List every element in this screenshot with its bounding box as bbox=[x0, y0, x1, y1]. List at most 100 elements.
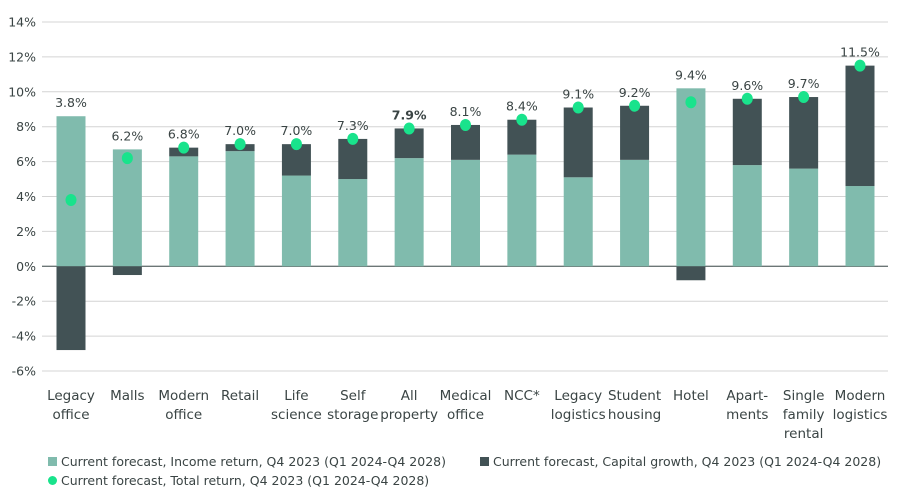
legend-capital: Current forecast, Capital growth, Q4 202… bbox=[480, 454, 881, 469]
x-tick-label: Hotel bbox=[673, 388, 709, 404]
legend-label-total: Current forecast, Total return, Q4 2023 … bbox=[61, 473, 430, 488]
total-return-point bbox=[798, 91, 810, 104]
x-tick-label: Modern bbox=[835, 388, 886, 404]
total-return-point bbox=[854, 59, 866, 72]
bar-income bbox=[56, 116, 86, 267]
total-return-point bbox=[460, 118, 471, 131]
y-tick-label: 6% bbox=[16, 154, 36, 169]
data-label: 8.1% bbox=[450, 104, 482, 119]
total-return-point bbox=[290, 138, 302, 151]
x-tick-label: Student bbox=[608, 388, 661, 404]
bar-income bbox=[338, 179, 368, 267]
y-tick-label: 8% bbox=[16, 119, 36, 134]
legend-income: Current forecast, Income return, Q4 2023… bbox=[48, 454, 446, 469]
total-return-point bbox=[65, 193, 77, 206]
bar-capital bbox=[676, 266, 706, 281]
legend-swatch-income bbox=[48, 457, 57, 466]
data-label: 6.2% bbox=[111, 128, 143, 143]
y-tick-label: 4% bbox=[16, 189, 36, 204]
bar-income bbox=[563, 177, 593, 267]
bar-income bbox=[112, 149, 142, 267]
bar-income bbox=[789, 168, 819, 267]
x-tick-label: logistics bbox=[551, 407, 606, 423]
x-tick-label: Malls bbox=[110, 388, 144, 404]
bar-income bbox=[451, 159, 480, 267]
legend-total: Current forecast, Total return, Q4 2023 … bbox=[48, 473, 429, 488]
bar-income bbox=[225, 151, 255, 267]
x-tick-label: rental bbox=[784, 426, 823, 442]
data-label: 11.5% bbox=[840, 45, 880, 60]
x-tick-label: science bbox=[271, 407, 322, 423]
data-label: 9.7% bbox=[788, 76, 820, 91]
legend-label-income: Current forecast, Income return, Q4 2023… bbox=[61, 454, 446, 469]
bar-income bbox=[394, 158, 424, 267]
x-tick-label: property bbox=[380, 407, 438, 423]
x-tick-label: All bbox=[401, 388, 418, 404]
total-return-point bbox=[403, 122, 415, 135]
data-label: 9.6% bbox=[731, 78, 763, 93]
y-tick-label: 10% bbox=[8, 84, 36, 99]
x-tick-label: office bbox=[447, 407, 484, 423]
data-label: 7.3% bbox=[337, 118, 369, 133]
total-return-point bbox=[516, 113, 528, 126]
data-label: 8.4% bbox=[506, 99, 538, 114]
total-return-point bbox=[178, 141, 190, 154]
bar-income bbox=[676, 88, 706, 267]
y-tick-label: -6% bbox=[12, 364, 36, 379]
bar-capital bbox=[112, 266, 142, 276]
x-tick-label: office bbox=[52, 407, 89, 423]
bar-income bbox=[169, 156, 199, 267]
data-label: 9.2% bbox=[619, 85, 651, 100]
x-tick-label: Single bbox=[783, 388, 825, 404]
bar-income bbox=[281, 175, 311, 267]
y-tick-label: -2% bbox=[12, 294, 36, 309]
bar-capital bbox=[563, 107, 593, 178]
data-label: 3.8% bbox=[55, 95, 87, 110]
legend-label-capital: Current forecast, Capital growth, Q4 202… bbox=[493, 454, 882, 469]
total-return-point bbox=[234, 138, 246, 151]
x-tick-label: Apart- bbox=[726, 388, 768, 404]
x-tick-label: office bbox=[165, 407, 202, 423]
bar-income bbox=[507, 154, 537, 267]
x-tick-label: logistics bbox=[833, 407, 888, 423]
bar-capital bbox=[845, 65, 875, 187]
data-label: 9.4% bbox=[675, 67, 707, 82]
total-return-point bbox=[572, 101, 584, 114]
x-tick-label: Modern bbox=[158, 388, 209, 404]
bar-capital bbox=[620, 105, 650, 160]
x-tick-label: Self bbox=[340, 388, 367, 404]
x-tick-label: housing bbox=[608, 407, 661, 423]
y-tick-label: -4% bbox=[12, 329, 36, 344]
x-tick-label: Retail bbox=[221, 388, 259, 404]
x-tick-label: Legacy bbox=[554, 388, 602, 404]
data-label: 7.0% bbox=[281, 123, 313, 138]
x-tick-label: family bbox=[783, 407, 825, 423]
chart: 14% 12% 10% 8% 6% 4% 2% 0% -2% -4% -6% 3.8% Legacy of… bbox=[8, 15, 888, 442]
y-tick-label: 12% bbox=[8, 49, 36, 64]
bar-capital bbox=[732, 98, 762, 166]
bar-income bbox=[732, 165, 762, 267]
bar-income bbox=[620, 159, 650, 267]
bar-capital bbox=[56, 266, 86, 351]
bar-income bbox=[845, 186, 875, 267]
bar-capital bbox=[338, 138, 368, 180]
total-return-point bbox=[685, 96, 697, 109]
total-return-point bbox=[347, 132, 359, 145]
x-tick-label: NCC* bbox=[504, 388, 540, 404]
y-tick-label: 0% bbox=[16, 259, 36, 274]
y-tick-label: 2% bbox=[16, 224, 36, 239]
data-label: 6.8% bbox=[168, 127, 200, 142]
x-tick-label: Legacy bbox=[47, 388, 95, 404]
legend-swatch-total bbox=[48, 476, 57, 485]
x-tick-label: storage bbox=[327, 407, 378, 423]
y-tick-label: 14% bbox=[8, 15, 36, 30]
total-return-point bbox=[121, 152, 133, 165]
bar-capital bbox=[789, 97, 819, 169]
data-label: 9.1% bbox=[562, 87, 594, 102]
x-tick-label: Life bbox=[284, 388, 308, 404]
x-tick-label: Medical bbox=[440, 388, 492, 404]
data-label: 7.0% bbox=[224, 123, 256, 138]
total-return-point bbox=[741, 92, 753, 105]
data-label: 7.9% bbox=[392, 107, 427, 122]
total-return-point bbox=[629, 99, 641, 112]
